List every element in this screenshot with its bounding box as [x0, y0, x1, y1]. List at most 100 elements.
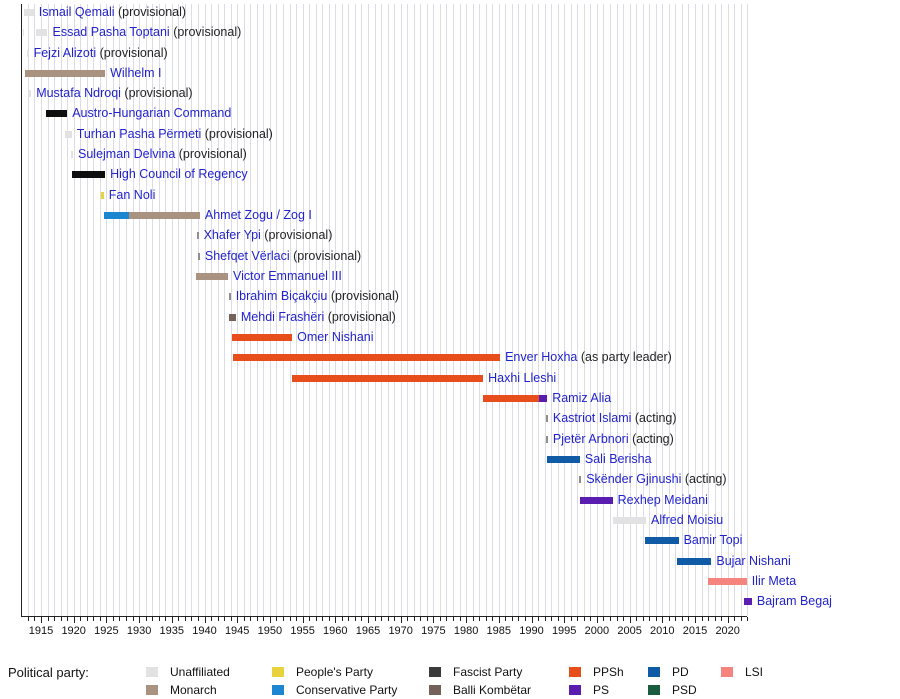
gridline-year	[381, 4, 383, 616]
gridline-year	[557, 4, 559, 616]
leader-name-link[interactable]: Kastriot Islami	[552, 411, 632, 426]
gridline-year	[564, 4, 566, 616]
leader-name-link[interactable]: Omer Nishani	[297, 330, 374, 345]
x-axis-tick	[708, 617, 710, 621]
x-axis-tick	[466, 617, 468, 623]
x-axis-tick	[119, 617, 121, 621]
timeline-row-label: High Council of Regency	[110, 166, 248, 183]
x-axis-tick	[616, 617, 618, 621]
leader-name-link[interactable]: Ramiz Alia	[552, 391, 612, 406]
leader-name-link[interactable]: Ismail Qemali	[38, 4, 115, 19]
timeline-bar-tick	[198, 252, 200, 260]
timeline-row-label: Mehdi Frashëri (provisional)	[241, 309, 396, 326]
x-axis-tick	[322, 617, 324, 621]
gridline-year	[544, 4, 546, 616]
timeline-row-label: Fan Noli	[109, 187, 156, 204]
leader-name-link[interactable]: Rexhep Meidani	[617, 492, 708, 507]
leader-name-link[interactable]: Ibrahim Biçakçiu	[235, 289, 328, 304]
x-axis-tick	[54, 617, 56, 621]
leader-name-link[interactable]: Sali Berisha	[584, 452, 652, 467]
x-axis-tick	[354, 617, 356, 621]
leader-name-link[interactable]: Bujar Nishani	[716, 553, 791, 568]
leader-name-link[interactable]: Fan Noli	[108, 187, 156, 202]
legend-label-ppsh: PPSh	[593, 665, 624, 679]
x-axis-tick	[538, 617, 540, 621]
leader-name-link[interactable]: Bamir Topi	[683, 533, 743, 548]
timeline-row-label: Skënder Gjinushi (acting)	[586, 471, 726, 488]
x-axis-tick	[498, 617, 500, 623]
timeline-bar-pd	[677, 557, 712, 565]
leader-name-link[interactable]: Haxhi Lleshi	[488, 370, 557, 385]
x-axis-tick	[492, 617, 494, 621]
leader-name-link[interactable]: Skënder Gjinushi	[586, 472, 682, 487]
leader-name-link[interactable]: Austro-Hungarian Command	[72, 106, 232, 121]
leader-suffix: (acting)	[631, 411, 677, 426]
gridline-year	[426, 4, 428, 616]
leader-name-link[interactable]: Pjetër Arbnori	[552, 431, 629, 446]
timeline-bar-unaffiliated	[612, 517, 646, 524]
x-axis-tick	[93, 617, 95, 621]
x-axis-tick	[551, 617, 553, 621]
leader-name-link[interactable]: Essad Pasha Toptani	[52, 25, 170, 40]
gridline-year	[596, 4, 598, 616]
x-axis-tick	[302, 617, 304, 623]
timeline-bar-unaffiliated	[22, 29, 25, 37]
x-axis-tick	[472, 617, 474, 621]
timeline-row-label: Shefqet Vërlaci (provisional)	[205, 248, 361, 265]
timeline-bar-unaffiliated	[24, 8, 34, 16]
gridline-year	[459, 4, 461, 616]
legend-swatch-peoples	[272, 667, 284, 677]
x-axis-tick	[531, 617, 533, 623]
x-axis-tick-label: 1990	[519, 625, 544, 637]
leader-name-link[interactable]: High Council of Regency	[110, 167, 248, 182]
timeline-bar-occupation	[45, 110, 68, 118]
leader-name-link[interactable]: Enver Hoxha	[505, 350, 578, 365]
gridline-year	[498, 4, 500, 616]
timeline-bar-conservative	[104, 212, 130, 220]
leader-name-link[interactable]: Bajram Begaj	[756, 594, 832, 609]
leader-name-link[interactable]: Shefqet Vërlaci	[204, 248, 290, 263]
x-axis-tick	[67, 617, 69, 621]
gridline-year	[439, 4, 441, 616]
x-axis-tick	[446, 617, 448, 621]
timeline-row-label: Sulejman Delvina (provisional)	[78, 146, 247, 163]
leader-suffix: (acting)	[628, 431, 674, 446]
timeline-bar-tick	[196, 232, 199, 240]
leader-name-link[interactable]: Xhafer Ypi	[203, 228, 261, 243]
leader-name-link[interactable]: Alfred Moisiu	[651, 513, 724, 527]
x-axis-tick	[407, 617, 409, 621]
x-axis-tick-label: 1995	[551, 625, 577, 637]
gridline-year	[603, 4, 605, 616]
leader-name-link[interactable]: Sulejman Delvina	[78, 147, 176, 162]
legend-label-fascist: Fascist Party	[453, 665, 523, 679]
gridline-year	[152, 4, 154, 616]
gridline-year	[577, 4, 579, 616]
x-axis-tick	[714, 617, 716, 621]
timeline-row-label: Austro-Hungarian Command	[72, 105, 231, 122]
leader-name-link[interactable]: Wilhelm I	[110, 65, 162, 80]
gridline-year	[296, 4, 298, 616]
leader-name-link[interactable]: Fejzi Alizoti	[33, 45, 97, 60]
x-axis-tick-label: 1945	[224, 625, 250, 637]
leader-suffix: (as party leader)	[577, 350, 672, 365]
leader-suffix: (acting)	[681, 472, 727, 487]
legend-swatch-ppsh	[569, 667, 581, 677]
gridline-year	[583, 4, 585, 616]
leader-name-link[interactable]: Ahmet Zogu / Zog I	[204, 208, 312, 223]
gridline-year	[675, 4, 677, 616]
timeline-bar-peoples	[100, 191, 104, 199]
leader-name-link[interactable]: Victor Emmanuel III	[233, 269, 342, 284]
leader-name-link[interactable]: Mustafa Ndroqi	[36, 86, 121, 101]
x-axis-tick	[603, 617, 605, 621]
gridline-year	[250, 4, 252, 616]
timeline-bar-pd	[547, 456, 580, 464]
x-axis-tick	[426, 617, 428, 621]
legend-label-conservative: Conservative Party	[296, 683, 398, 697]
x-axis-tick	[191, 617, 193, 621]
legend-swatch-conservative	[272, 685, 284, 695]
leader-name-link[interactable]: Mehdi Frashëri	[240, 309, 325, 324]
leader-name-link[interactable]: Ilir Meta	[751, 574, 797, 588]
x-axis-tick	[263, 617, 265, 621]
leader-name-link[interactable]: Turhan Pasha Përmeti	[76, 126, 202, 141]
legend-label-pd: PD	[672, 665, 689, 679]
